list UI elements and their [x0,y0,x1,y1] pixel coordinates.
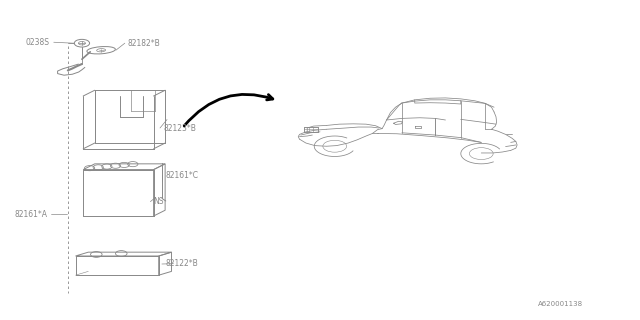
Text: NS: NS [154,197,164,206]
Text: 82122*B: 82122*B [165,260,198,268]
Text: 82161*C: 82161*C [165,171,198,180]
Text: 0238S: 0238S [26,38,50,47]
Text: A620001138: A620001138 [538,301,583,307]
Text: 82182*B: 82182*B [128,39,161,48]
Text: 82123*B: 82123*B [163,124,196,132]
Bar [304,127,318,132]
Text: 82161*A: 82161*A [14,210,47,219]
